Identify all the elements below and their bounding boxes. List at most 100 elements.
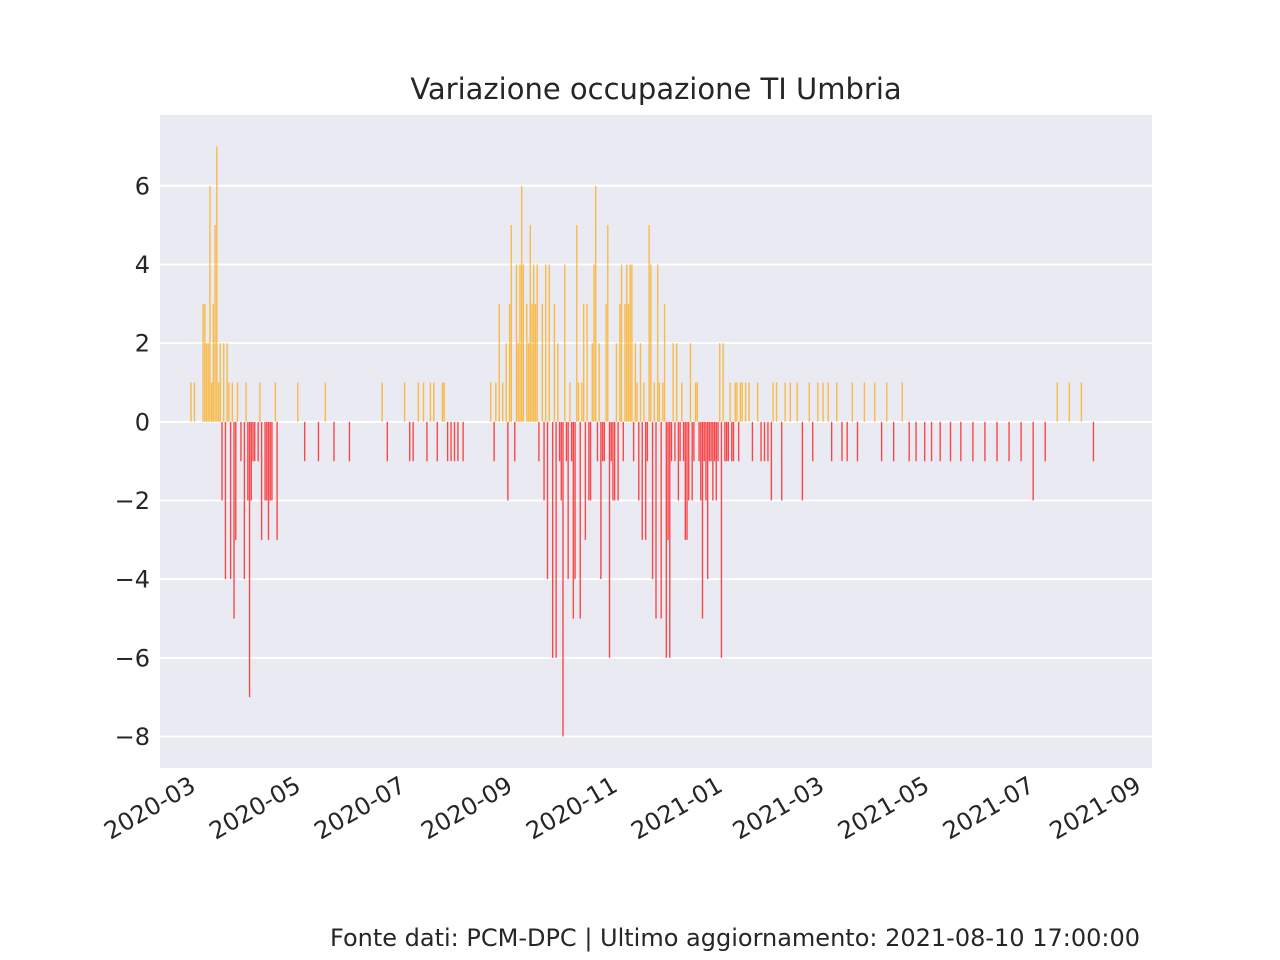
bar bbox=[569, 382, 571, 422]
bar bbox=[610, 421, 612, 462]
bar bbox=[608, 421, 611, 658]
bar bbox=[412, 421, 414, 462]
bar bbox=[534, 303, 537, 422]
bar bbox=[693, 421, 695, 462]
x-tick-label: 2021-07 bbox=[938, 771, 1039, 845]
bar bbox=[972, 421, 974, 462]
bar bbox=[724, 421, 726, 462]
bar bbox=[531, 303, 533, 422]
bar bbox=[495, 382, 497, 422]
bar bbox=[515, 264, 518, 422]
bar bbox=[247, 421, 249, 501]
bar bbox=[756, 382, 759, 422]
bar bbox=[634, 343, 637, 422]
bar bbox=[908, 421, 910, 462]
bar bbox=[403, 382, 406, 422]
bar bbox=[856, 421, 859, 462]
bar bbox=[555, 421, 557, 658]
bar bbox=[574, 421, 576, 580]
bar bbox=[689, 343, 692, 422]
bar bbox=[526, 303, 528, 422]
bar bbox=[636, 382, 638, 422]
bar bbox=[653, 382, 655, 422]
x-tick-label: 2020-11 bbox=[521, 771, 622, 845]
bar bbox=[250, 421, 252, 501]
bar bbox=[812, 421, 814, 462]
bar bbox=[691, 421, 693, 501]
bar bbox=[796, 382, 798, 422]
bar bbox=[662, 382, 664, 422]
bar bbox=[514, 421, 516, 462]
bar bbox=[228, 382, 230, 422]
bar bbox=[297, 382, 299, 422]
bar bbox=[226, 343, 228, 422]
bar bbox=[731, 421, 733, 462]
bar bbox=[221, 421, 223, 501]
x-tick-label: 2021-09 bbox=[1045, 771, 1146, 845]
bar bbox=[617, 421, 619, 501]
bar bbox=[589, 421, 592, 501]
bar bbox=[557, 343, 559, 422]
bar bbox=[529, 225, 531, 422]
bar bbox=[627, 303, 630, 422]
bar bbox=[409, 421, 411, 462]
bar bbox=[579, 421, 581, 619]
bar bbox=[650, 264, 652, 422]
bar bbox=[441, 382, 444, 422]
bar bbox=[1008, 421, 1010, 462]
y-tick-label: 0 bbox=[135, 408, 150, 436]
bar bbox=[190, 382, 192, 422]
bar bbox=[808, 382, 810, 422]
bar bbox=[591, 343, 593, 422]
bar bbox=[624, 303, 626, 422]
bar bbox=[763, 421, 766, 462]
bar bbox=[1044, 421, 1046, 462]
bar bbox=[655, 421, 657, 619]
bar bbox=[507, 421, 509, 501]
bar bbox=[236, 382, 239, 422]
bar bbox=[533, 264, 535, 422]
bar bbox=[672, 343, 674, 422]
bar bbox=[767, 421, 769, 462]
bar bbox=[462, 421, 464, 462]
bar bbox=[1032, 421, 1034, 501]
bar bbox=[212, 303, 215, 422]
x-tick-label: 2020-05 bbox=[204, 771, 305, 845]
chart-title: Variazione occupazione TI Umbria bbox=[410, 72, 901, 106]
bar bbox=[422, 382, 425, 422]
y-tick-label: 4 bbox=[135, 251, 150, 279]
bar bbox=[669, 421, 671, 658]
bar bbox=[874, 382, 876, 422]
bar bbox=[233, 421, 235, 619]
bar bbox=[717, 421, 719, 462]
bar bbox=[1068, 382, 1071, 422]
bar bbox=[712, 421, 714, 501]
bar bbox=[260, 421, 263, 540]
bar bbox=[880, 421, 883, 462]
bar bbox=[267, 421, 270, 540]
bar bbox=[565, 421, 568, 462]
bar bbox=[489, 382, 492, 422]
bar bbox=[508, 303, 511, 422]
y-tick-label: −8 bbox=[115, 723, 150, 751]
bar bbox=[915, 421, 917, 462]
bar bbox=[446, 421, 449, 462]
bar bbox=[562, 421, 564, 737]
bar bbox=[632, 421, 635, 462]
bar bbox=[744, 382, 747, 422]
bar bbox=[248, 421, 251, 698]
bar bbox=[705, 421, 707, 501]
bar bbox=[846, 421, 848, 462]
bar bbox=[257, 421, 259, 462]
bar bbox=[660, 421, 662, 619]
bar bbox=[229, 421, 232, 580]
bar bbox=[667, 421, 669, 540]
bar bbox=[629, 264, 631, 422]
bar bbox=[830, 421, 833, 462]
bar bbox=[520, 185, 523, 422]
bar bbox=[801, 421, 804, 501]
x-tick-label: 2021-01 bbox=[626, 771, 727, 845]
bar bbox=[605, 303, 607, 422]
bar bbox=[527, 343, 530, 422]
